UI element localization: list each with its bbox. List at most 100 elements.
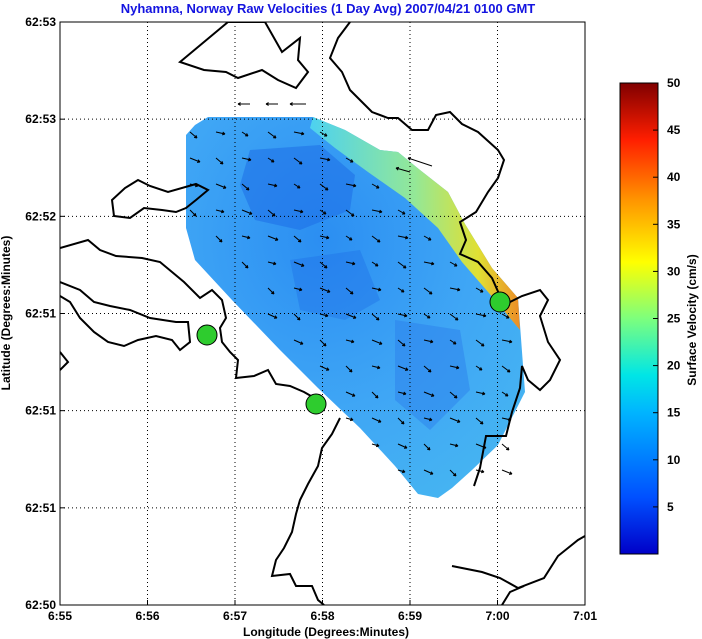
current-arrow [449,339,457,345]
current-arrow [475,339,485,347]
current-arrow [345,209,355,217]
current-arrow [345,339,355,344]
colorbar-tick-label: 45 [667,123,681,137]
current-arrow [397,261,407,269]
x-tick-label: 6:56 [135,609,159,623]
colorbar-tick-label: 25 [667,312,681,326]
current-arrow [407,156,433,167]
colorbar [619,82,659,555]
current-arrow [475,443,487,449]
current-arrow [371,417,382,423]
current-arrow [265,102,278,106]
current-arrow [189,183,199,188]
y-tick-label: 62:51 [25,307,56,321]
current-arrow [449,469,457,477]
colorbar-tick-labels: 5 10 15 20 25 30 35 40 45 50 [653,76,681,514]
chart-title: Nyhamna, Norway Raw Velocities (1 Day Av… [121,1,536,16]
current-arrow [345,365,353,373]
current-arrow [501,313,510,319]
current-arrow [449,261,458,267]
current-arrow [189,157,201,163]
current-arrow [449,287,461,292]
current-arrow [449,313,459,321]
current-arrow [423,391,435,397]
current-arrow [423,469,434,475]
current-arrow [371,339,383,345]
coastline [60,22,585,605]
x-tick-labels: 6:55 6:56 6:57 6:58 6:59 7:00 7:01 [48,609,597,623]
current-arrow [215,157,224,165]
current-arrow [449,443,459,448]
current-arrow [371,443,380,448]
x-tick-label: 6:55 [48,609,72,623]
station-marker [489,291,511,313]
current-arrow [293,209,304,214]
current-arrow [267,183,278,188]
velocity-field-fast-edge [310,117,520,330]
x-tick-label: 7:01 [573,609,597,623]
current-arrow [319,261,328,269]
current-arrow [475,469,485,474]
current-arrow [423,417,433,422]
current-arrow [501,339,513,344]
current-arrow [345,183,357,188]
current-arrow [423,261,435,266]
current-arrow [423,365,432,373]
colorbar-tick-label: 35 [667,217,681,231]
colorbar-tick-label: 10 [667,453,681,467]
current-arrow [319,183,329,191]
current-arrow [423,443,431,451]
current-arrow [267,235,279,241]
current-arrow [293,131,305,136]
current-arrow [345,287,354,295]
current-arrow [501,417,512,422]
current-arrow [395,166,411,173]
current-arrow [371,287,382,292]
current-arrow [397,235,409,240]
current-arrow [293,183,301,189]
current-arrow [423,339,434,344]
current-arrow [215,183,227,189]
y-tick-label: 62:50 [25,598,56,612]
current-arrow [371,261,379,267]
current-arrow [371,313,380,321]
current-arrow [397,339,406,347]
current-arrow [345,391,356,397]
current-arrow [241,261,249,269]
colorbar-label: Surface Velocity (cm/s) [685,254,699,385]
station-marker [196,324,218,346]
colorbar-tick-label: 5 [667,500,674,514]
current-arrow [319,131,328,137]
current-arrow [293,313,301,321]
current-arrow [267,261,277,266]
current-arrow [241,157,252,162]
current-arrow [319,209,327,215]
velocity-field-slow-core [395,320,470,430]
current-arrow [189,209,197,217]
current-arrow [397,469,406,474]
current-arrow [293,287,303,292]
x-tick-label: 7:00 [485,609,509,623]
current-arrow [319,365,330,371]
current-arrow [345,261,356,266]
current-arrow [241,183,250,191]
current-arrow [215,235,223,243]
current-arrow [423,287,433,295]
current-arrow [319,287,331,293]
current-arrow [241,209,253,215]
current-arrow [501,443,510,451]
x-tick-label: 6:58 [310,609,334,623]
current-arrow [475,391,486,396]
current-arrow [345,313,357,319]
current-arrow [215,131,226,136]
current-arrow [241,235,251,240]
y-tick-label: 62:52 [25,209,56,223]
current-arrow [501,469,513,475]
current-arrow [397,287,405,293]
current-arrow [501,391,509,397]
current-arrow [475,417,484,425]
velocity-field-slow-core [290,250,380,320]
x-tick-label: 6:57 [223,609,247,623]
station-marker [305,393,327,415]
